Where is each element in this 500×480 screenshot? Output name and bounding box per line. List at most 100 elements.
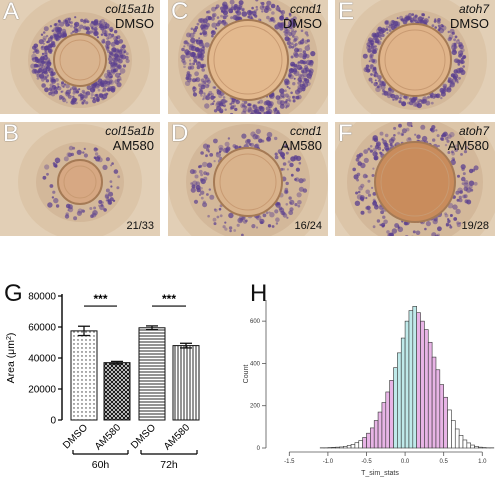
stain-dot [296,192,302,198]
stain-dot [100,19,105,24]
stain-dot [202,30,208,36]
stain-dot [268,211,271,214]
stain-dot [375,86,381,93]
stain-dot [190,37,196,43]
stain-dot [51,196,55,199]
stain-dot [387,90,391,95]
stain-dot [202,143,209,149]
stain-dot [309,63,314,67]
stain-dot [370,64,374,68]
stain-dot [306,34,309,37]
stain-dot [216,151,219,155]
stain-dot [285,151,289,155]
x-tick-label: DMSO [61,422,90,451]
stain-dot [83,94,88,99]
stain-dot [419,21,422,24]
stain-dot [208,188,211,191]
hist-bar [362,437,367,449]
stain-dot [459,190,463,194]
stain-dot [446,87,452,93]
stain-dot [289,162,294,168]
stain-dot [50,75,54,80]
stain-dot [292,35,295,38]
stain-dot [224,227,228,231]
stain-dot [203,171,207,175]
stain-dot [196,22,200,26]
hist-bar [404,320,410,449]
hist-bar [470,444,475,449]
stain-dot [299,74,305,80]
stain-dot [408,100,414,106]
stain-dot [198,37,201,40]
stain-dot [39,63,42,66]
stain-dot [288,210,294,216]
stain-dot [185,76,189,80]
significance-stars: *** [93,292,107,306]
stain-dot [449,28,455,34]
stain-dot [362,173,368,179]
stain-dot [231,4,234,7]
stain-dot [447,134,452,139]
stain-dot [384,133,389,138]
stain-dot [201,81,207,87]
stain-dot [191,184,196,189]
stain-dot [106,69,111,74]
stain-dot [200,178,206,185]
stain-dot [306,39,310,43]
stain-dot [442,131,448,137]
stain-dot [427,16,430,19]
stain-dot [444,212,447,216]
stain-dot [196,65,201,70]
stain-dot [68,145,74,151]
stain-dot [404,235,409,236]
panel-h-letter: H [250,280,268,307]
stain-dot [201,68,205,72]
stain-dot [36,77,40,80]
stain-dot [292,95,295,99]
stain-dot [280,92,285,98]
stain-dot [288,98,291,102]
y-tick-label: 200 [250,404,261,410]
stain-dot [420,124,426,130]
stain-dot [228,226,233,230]
stain-dot [365,206,369,210]
stain-dot [288,87,291,90]
stain-dot [303,82,309,88]
stain-dot [355,191,359,195]
stain-dot [200,84,206,90]
stain-dot [279,100,285,106]
stain-dot [185,52,189,56]
stain-dot [86,85,92,91]
stain-dot [83,147,86,150]
stain-dot [386,230,390,234]
stain-dot [102,40,105,44]
stain-dot [285,99,289,102]
stain-dot [283,30,286,34]
stain-dot [366,44,372,51]
stain-dot [430,95,433,99]
stain-dot [53,197,59,204]
stain-dot [227,137,231,140]
stain-dot [110,164,113,167]
stain-dot [103,208,107,212]
stain-dot [284,32,289,37]
stain-dot [421,13,425,17]
stain-dot [389,93,393,97]
stain-dot [49,35,54,39]
stain-dot [298,52,304,58]
hist-bar [346,445,352,449]
stain-dot [61,28,67,34]
stain-dot [117,64,122,70]
stain-dot [222,15,227,20]
stain-dot [304,31,309,35]
stain-dot [65,92,70,97]
stain-dot [449,131,455,138]
stain-dot [370,43,373,46]
stain-dot [371,186,374,189]
stain-dot [463,182,469,188]
stain-dot [373,82,378,87]
stain-dot [82,19,87,24]
stain-dot [105,157,110,162]
ratio-label: 21/33 [126,220,154,232]
stain-dot [51,85,57,90]
